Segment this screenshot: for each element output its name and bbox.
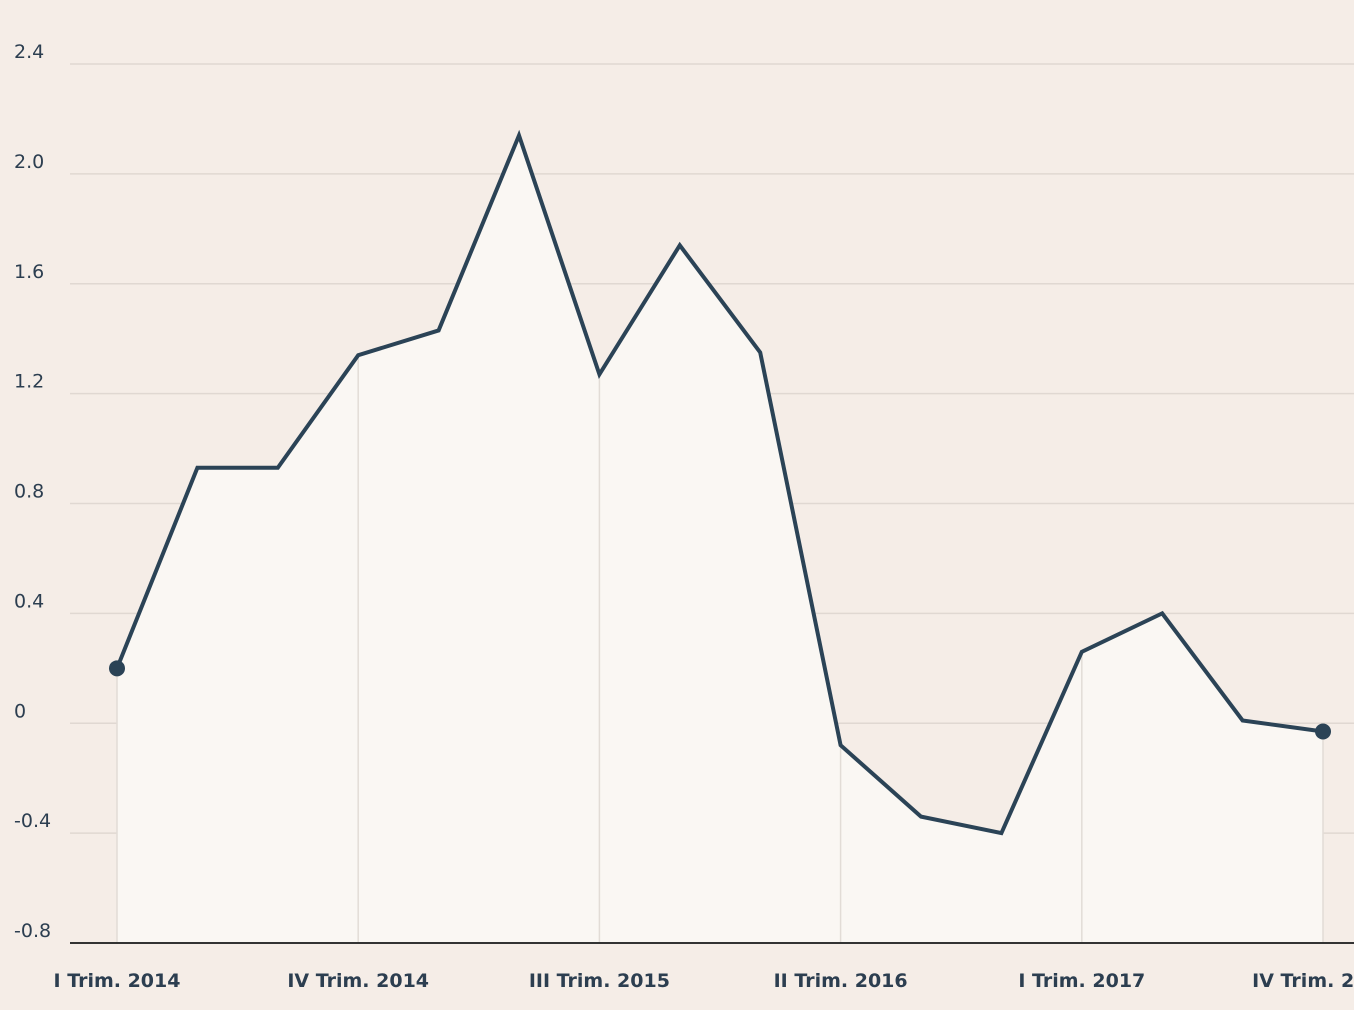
line-layer: [115, 129, 1324, 836]
series-line: [115, 129, 1324, 836]
start-point-marker: [109, 660, 125, 677]
x-tick-label: I Trim. 2017: [1018, 970, 1145, 992]
y-tick-label: -0.8: [14, 920, 51, 942]
vertical-gridlines: [116, 355, 1324, 943]
end-point-marker: [1315, 723, 1331, 740]
y-tick-label: 2.4: [14, 41, 44, 63]
y-axis-tick-labels: 2.4 2.0 1.6 1.2 0.8 0.4 0 -0.4 -0.8: [14, 41, 51, 942]
y-tick-label: 0.4: [14, 590, 44, 612]
y-tick-label: 0.8: [14, 481, 44, 503]
y-tick-label: 0: [14, 700, 26, 722]
end-markers: [109, 660, 1331, 740]
x-tick-label: II Trim. 2016: [774, 970, 908, 992]
x-tick-label: IV Trim. 2014: [287, 970, 429, 992]
series-area: [117, 135, 1323, 943]
y-tick-label: -0.4: [14, 810, 51, 832]
y-tick-label: 1.6: [14, 261, 44, 283]
y-tick-label: 1.2: [14, 371, 44, 393]
y-tick-label: 2.0: [14, 151, 44, 173]
x-axis-tick-labels: I Trim. 2014 IV Trim. 2014 III Trim. 2015 I…: [54, 970, 1354, 992]
x-tick-label: III Trim. 2015: [529, 970, 670, 992]
area-layer: [117, 135, 1323, 943]
x-tick-label: I Trim. 2014: [54, 970, 181, 992]
x-tick-label: IV Trim. 2017: [1252, 970, 1354, 992]
